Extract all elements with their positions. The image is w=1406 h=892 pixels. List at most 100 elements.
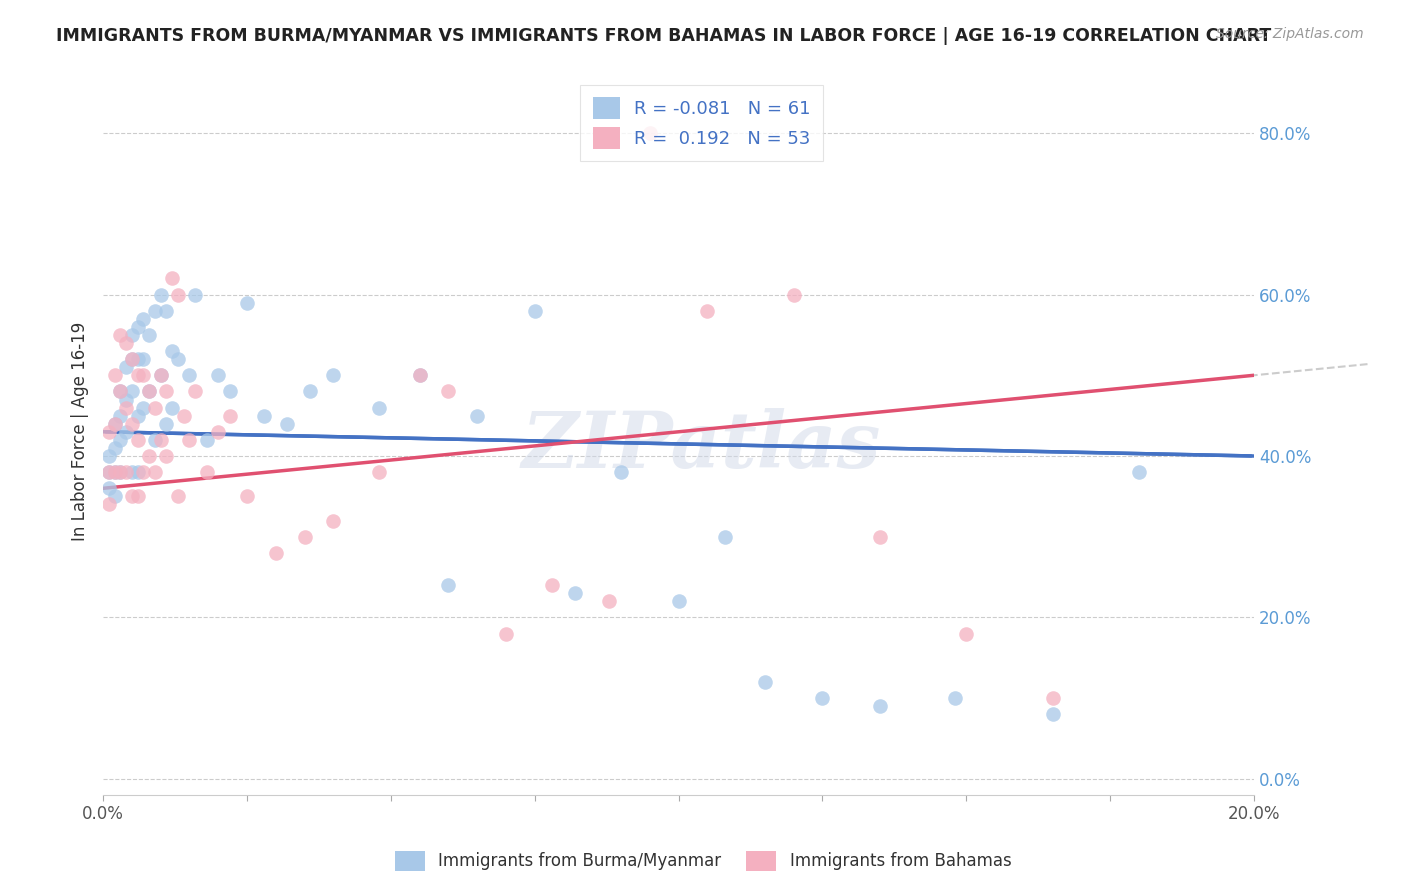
- Point: [322, 514, 344, 528]
- Point: [143, 303, 166, 318]
- Point: [160, 401, 183, 415]
- Point: [811, 691, 834, 706]
- Text: IMMIGRANTS FROM BURMA/MYANMAR VS IMMIGRANTS FROM BAHAMAS IN LABOR FORCE | AGE 16: IMMIGRANTS FROM BURMA/MYANMAR VS IMMIGRA…: [56, 27, 1271, 45]
- Point: [149, 287, 172, 301]
- Point: [713, 530, 735, 544]
- Point: [132, 465, 155, 479]
- Point: [253, 409, 276, 423]
- Point: [564, 586, 586, 600]
- Point: [610, 465, 633, 479]
- Point: [97, 465, 120, 479]
- Point: [149, 433, 172, 447]
- Point: [121, 465, 143, 479]
- Point: [138, 327, 160, 342]
- Point: [236, 489, 259, 503]
- Point: [132, 352, 155, 367]
- Point: [1042, 707, 1064, 722]
- Point: [155, 384, 177, 399]
- Point: [110, 384, 132, 399]
- Point: [195, 433, 218, 447]
- Point: [155, 417, 177, 431]
- Point: [184, 287, 207, 301]
- Legend: Immigrants from Burma/Myanmar, Immigrants from Bahamas: Immigrants from Burma/Myanmar, Immigrant…: [387, 842, 1019, 880]
- Point: [97, 425, 120, 439]
- Point: [143, 465, 166, 479]
- Point: [264, 546, 287, 560]
- Point: [115, 401, 138, 415]
- Point: [523, 303, 546, 318]
- Point: [110, 465, 132, 479]
- Point: [138, 384, 160, 399]
- Point: [322, 368, 344, 383]
- Point: [110, 384, 132, 399]
- Point: [132, 401, 155, 415]
- Point: [276, 417, 298, 431]
- Point: [179, 433, 201, 447]
- Point: [173, 409, 195, 423]
- Point: [138, 449, 160, 463]
- Point: [218, 384, 240, 399]
- Point: [127, 352, 149, 367]
- Point: [437, 384, 460, 399]
- Point: [294, 530, 316, 544]
- Text: Source: ZipAtlas.com: Source: ZipAtlas.com: [1216, 27, 1364, 41]
- Point: [104, 417, 127, 431]
- Point: [127, 489, 149, 503]
- Point: [869, 530, 891, 544]
- Point: [97, 481, 120, 495]
- Point: [149, 368, 172, 383]
- Point: [236, 295, 259, 310]
- Point: [104, 441, 127, 455]
- Legend: R = -0.081   N = 61, R =  0.192   N = 53: R = -0.081 N = 61, R = 0.192 N = 53: [579, 85, 823, 161]
- Point: [132, 311, 155, 326]
- Point: [121, 489, 143, 503]
- Point: [110, 409, 132, 423]
- Point: [218, 409, 240, 423]
- Point: [754, 675, 776, 690]
- Point: [97, 465, 120, 479]
- Point: [143, 401, 166, 415]
- Point: [138, 384, 160, 399]
- Point: [121, 384, 143, 399]
- Point: [155, 449, 177, 463]
- Point: [299, 384, 322, 399]
- Point: [143, 433, 166, 447]
- Point: [115, 425, 138, 439]
- Point: [97, 449, 120, 463]
- Point: [97, 498, 120, 512]
- Point: [110, 465, 132, 479]
- Point: [110, 433, 132, 447]
- Point: [121, 352, 143, 367]
- Point: [132, 368, 155, 383]
- Point: [368, 465, 391, 479]
- Point: [115, 360, 138, 375]
- Point: [121, 417, 143, 431]
- Point: [127, 465, 149, 479]
- Point: [121, 327, 143, 342]
- Text: ZIPatlas: ZIPatlas: [522, 408, 882, 484]
- Point: [115, 336, 138, 351]
- Point: [869, 699, 891, 714]
- Point: [167, 287, 190, 301]
- Point: [207, 425, 229, 439]
- Point: [115, 465, 138, 479]
- Point: [127, 319, 149, 334]
- Point: [184, 384, 207, 399]
- Point: [638, 126, 661, 140]
- Point: [437, 578, 460, 592]
- Point: [668, 594, 690, 608]
- Point: [160, 344, 183, 359]
- Point: [104, 368, 127, 383]
- Point: [104, 465, 127, 479]
- Point: [121, 352, 143, 367]
- Point: [167, 489, 190, 503]
- Point: [167, 352, 190, 367]
- Point: [368, 401, 391, 415]
- Point: [1042, 691, 1064, 706]
- Point: [115, 392, 138, 407]
- Point: [541, 578, 564, 592]
- Point: [696, 303, 718, 318]
- Point: [127, 409, 149, 423]
- Point: [127, 368, 149, 383]
- Point: [179, 368, 201, 383]
